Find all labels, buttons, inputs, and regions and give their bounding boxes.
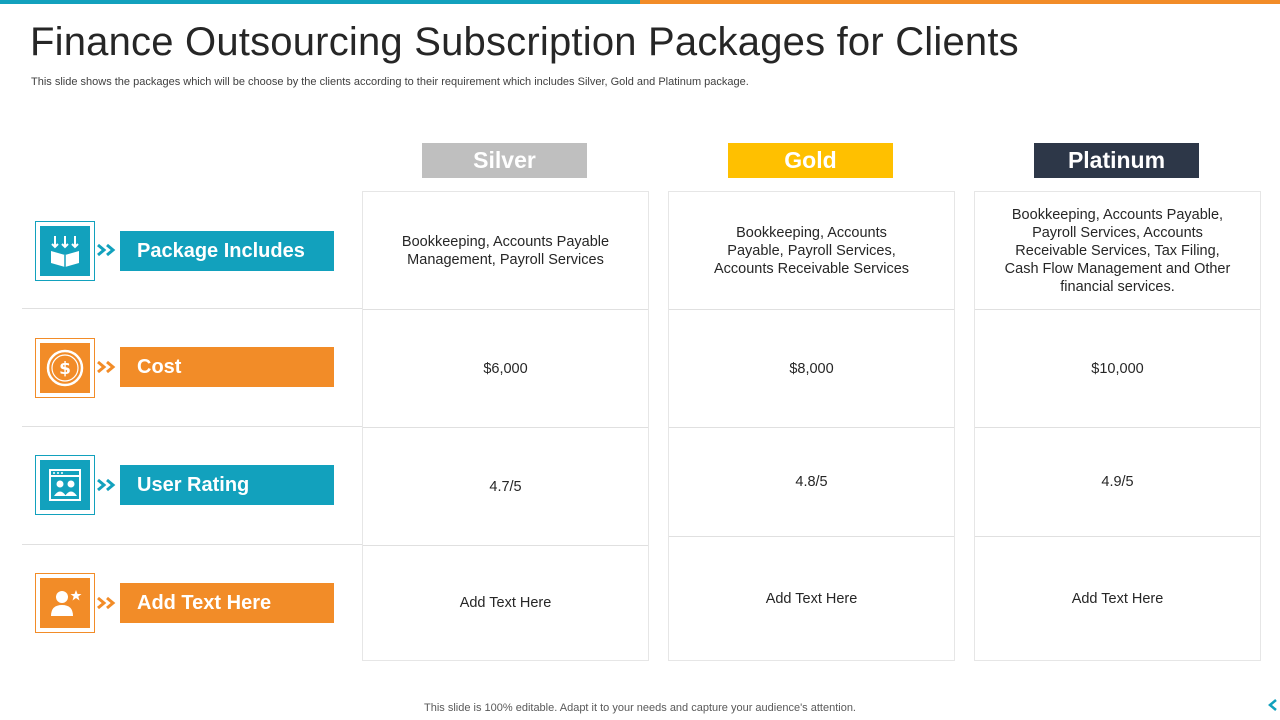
row-label-add-text: Add Text Here (120, 583, 334, 623)
cell-divider (363, 309, 648, 310)
row-label-user-rating: User Rating (120, 465, 334, 505)
cost-icon-frame: $ (35, 338, 95, 398)
slide-title: Finance Outsourcing Subscription Package… (30, 20, 1019, 64)
row-divider (22, 544, 362, 545)
cell-divider (363, 427, 648, 428)
package-card-silver: Bookkeeping, Accounts Payable Management… (362, 191, 649, 661)
gold-cost: $8,000 (789, 360, 834, 377)
top-accent-bar (0, 0, 1280, 4)
cell-divider (669, 309, 954, 310)
platinum-rating: 4.9/5 (1101, 474, 1134, 490)
gold-includes: Bookkeeping, Accounts Payable, Payroll S… (713, 224, 910, 277)
row-label-cost: Cost (120, 347, 334, 387)
chevron-right-icon (97, 243, 116, 257)
user-rating-icon-frame (35, 455, 95, 515)
dollar-coin-icon: $ (40, 343, 90, 393)
package-header-silver: Silver (422, 143, 587, 178)
platinum-extra: Add Text Here (1071, 590, 1164, 607)
cell-divider (975, 536, 1260, 537)
rating-users-icon (40, 460, 90, 510)
cell-divider (975, 427, 1260, 428)
platinum-includes: Bookkeeping, Accounts Payable, Payroll S… (1004, 206, 1231, 295)
cell-divider (669, 427, 954, 428)
chevron-right-icon (97, 360, 116, 374)
silver-includes: Bookkeeping, Accounts Payable Management… (401, 233, 610, 268)
slide-subtitle: This slide shows the packages which will… (31, 76, 749, 88)
slide-footer-note: This slide is 100% editable. Adapt it to… (424, 702, 856, 714)
platinum-cost: $10,000 (1091, 360, 1144, 377)
package-card-gold: Bookkeeping, Accounts Payable, Payroll S… (668, 191, 955, 661)
top-accent-orange (640, 0, 1280, 4)
extra-row-icon-frame (35, 573, 95, 633)
cell-divider (975, 309, 1260, 310)
boxes-icon (40, 226, 90, 276)
gold-extra: Add Text Here (765, 590, 858, 607)
silver-rating: 4.7/5 (489, 478, 522, 495)
silver-cost: $6,000 (483, 360, 528, 377)
user-star-icon (40, 578, 90, 628)
chevron-left-icon[interactable] (1267, 698, 1279, 712)
silver-extra: Add Text Here (459, 595, 552, 611)
cell-divider (363, 545, 648, 546)
row-divider (22, 426, 362, 427)
top-accent-teal (0, 0, 640, 4)
chevron-right-icon (97, 478, 116, 492)
chevron-right-icon (97, 596, 116, 610)
package-card-platinum: Bookkeeping, Accounts Payable, Payroll S… (974, 191, 1261, 661)
package-header-platinum: Platinum (1034, 143, 1199, 178)
svg-text:$: $ (59, 359, 71, 379)
package-includes-icon-frame (35, 221, 95, 281)
package-header-gold: Gold (728, 143, 893, 178)
row-label-package-includes: Package Includes (120, 231, 334, 271)
gold-rating: 4.8/5 (795, 474, 828, 490)
cell-divider (669, 536, 954, 537)
row-divider (22, 308, 362, 309)
